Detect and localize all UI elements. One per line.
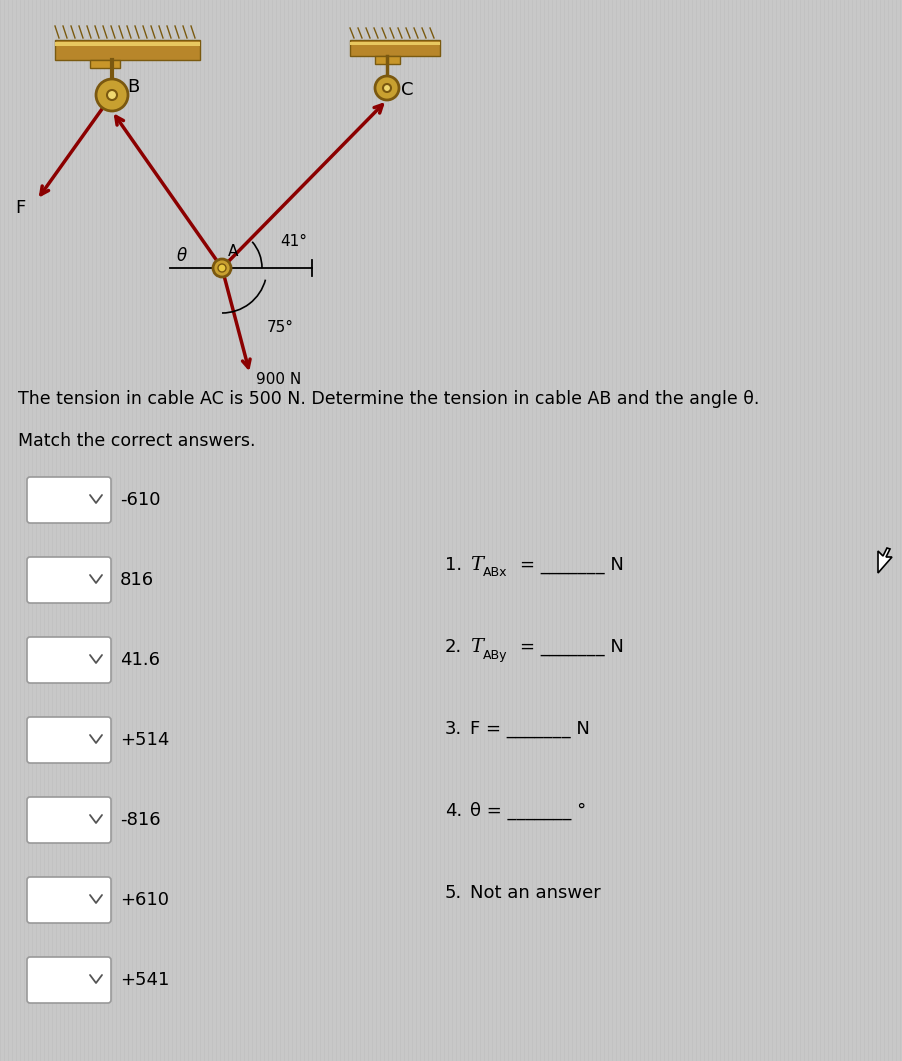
Text: 3.: 3. <box>445 720 462 738</box>
Text: B: B <box>127 79 139 95</box>
Text: = _______ N: = _______ N <box>520 638 624 656</box>
Text: ABy: ABy <box>483 648 508 661</box>
Text: = _______ N: = _______ N <box>520 556 624 574</box>
Text: -610: -610 <box>120 491 161 509</box>
Circle shape <box>107 90 117 100</box>
Text: 5.: 5. <box>445 884 462 902</box>
Bar <box>350 40 440 56</box>
Text: Not an answer: Not an answer <box>470 884 601 902</box>
Circle shape <box>218 264 226 272</box>
Text: Match the correct answers.: Match the correct answers. <box>18 432 255 450</box>
Text: 2.: 2. <box>445 638 462 656</box>
Polygon shape <box>878 547 892 573</box>
FancyBboxPatch shape <box>27 637 111 683</box>
Text: 4.: 4. <box>445 802 462 820</box>
Text: 1.: 1. <box>445 556 462 574</box>
Text: F: F <box>15 199 25 218</box>
Text: +541: +541 <box>120 971 170 989</box>
Bar <box>375 56 400 64</box>
Text: F = _______ N: F = _______ N <box>470 720 590 738</box>
FancyBboxPatch shape <box>27 557 111 603</box>
FancyBboxPatch shape <box>27 717 111 763</box>
Text: 816: 816 <box>120 571 154 589</box>
Circle shape <box>96 79 128 111</box>
Text: The tension in cable AC is 500 N. Determine the tension in cable AB and the angl: The tension in cable AC is 500 N. Determ… <box>18 390 759 408</box>
Text: A: A <box>228 244 238 260</box>
Bar <box>55 40 200 60</box>
FancyBboxPatch shape <box>27 797 111 843</box>
Text: -816: -816 <box>120 811 161 829</box>
Bar <box>350 42 440 45</box>
Circle shape <box>213 259 231 277</box>
Text: 900 N: 900 N <box>256 371 301 386</box>
Circle shape <box>375 76 399 100</box>
Circle shape <box>383 84 391 92</box>
Text: T: T <box>470 638 483 656</box>
Text: 41°: 41° <box>280 234 307 249</box>
Text: +514: +514 <box>120 731 170 749</box>
Text: 75°: 75° <box>267 320 294 335</box>
FancyBboxPatch shape <box>27 957 111 1003</box>
Text: θ: θ <box>177 247 187 265</box>
Bar <box>55 42 200 46</box>
Text: ABx: ABx <box>483 567 508 579</box>
Bar <box>90 60 120 68</box>
FancyBboxPatch shape <box>27 477 111 523</box>
FancyBboxPatch shape <box>27 877 111 923</box>
Text: θ = _______ °: θ = _______ ° <box>470 802 586 820</box>
Text: T: T <box>470 556 483 574</box>
Text: C: C <box>401 81 413 99</box>
Text: 41.6: 41.6 <box>120 651 160 669</box>
Text: +610: +610 <box>120 891 169 909</box>
